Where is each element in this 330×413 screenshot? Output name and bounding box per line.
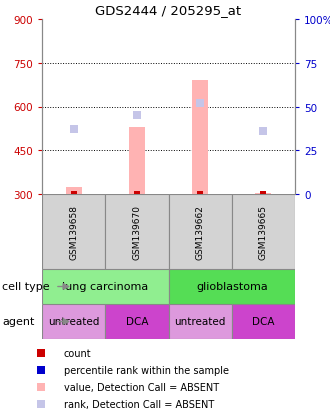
Bar	[129, 128, 145, 195]
Text: DCA: DCA	[252, 317, 275, 327]
Bar	[66, 187, 82, 195]
Text: percentile rank within the sample: percentile rank within the sample	[64, 365, 229, 375]
Bar	[232, 195, 295, 269]
Text: untreated: untreated	[48, 317, 99, 327]
Text: rank, Detection Call = ABSENT: rank, Detection Call = ABSENT	[64, 399, 214, 409]
Bar	[232, 304, 295, 339]
Title: GDS2444 / 205295_at: GDS2444 / 205295_at	[95, 5, 242, 17]
Text: value, Detection Call = ABSENT: value, Detection Call = ABSENT	[64, 382, 219, 392]
Text: glioblastoma: glioblastoma	[196, 282, 268, 292]
Text: GSM139662: GSM139662	[196, 204, 205, 259]
Text: untreated: untreated	[175, 317, 226, 327]
Bar	[255, 194, 271, 195]
Bar	[105, 195, 169, 269]
Bar	[169, 195, 232, 269]
Bar	[42, 269, 169, 304]
Text: lung carcinoma: lung carcinoma	[62, 282, 148, 292]
Text: cell type: cell type	[2, 282, 49, 292]
Bar	[169, 304, 232, 339]
Text: GSM139665: GSM139665	[259, 204, 268, 259]
Text: agent: agent	[2, 317, 34, 327]
Bar	[169, 269, 295, 304]
Text: GSM139670: GSM139670	[132, 204, 141, 259]
Text: DCA: DCA	[126, 317, 148, 327]
Bar	[192, 81, 208, 195]
Text: count: count	[64, 348, 92, 358]
Bar	[42, 304, 105, 339]
Text: GSM139658: GSM139658	[69, 204, 78, 259]
Bar	[105, 304, 169, 339]
Bar	[42, 195, 105, 269]
